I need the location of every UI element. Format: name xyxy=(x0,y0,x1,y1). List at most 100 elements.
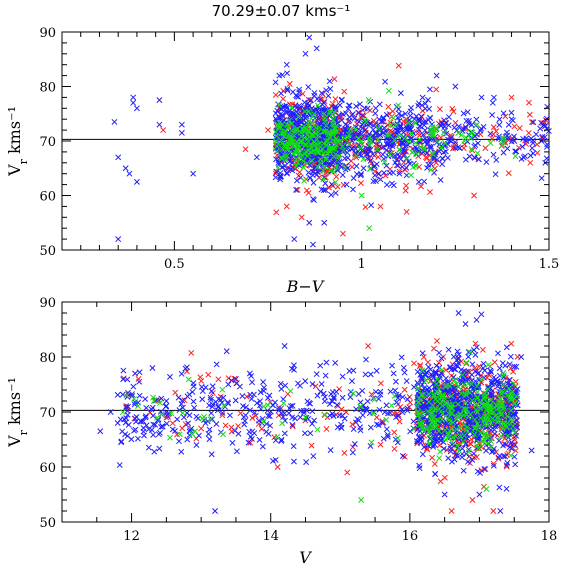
data-point xyxy=(283,102,290,109)
data-point xyxy=(384,433,391,440)
data-point xyxy=(306,121,313,128)
data-point xyxy=(312,130,319,137)
data-point xyxy=(142,413,149,420)
data-point xyxy=(393,399,400,406)
data-point xyxy=(455,130,462,136)
data-point xyxy=(295,159,301,166)
data-point xyxy=(312,124,319,131)
data-point xyxy=(384,132,391,139)
data-point xyxy=(143,404,150,411)
data-point xyxy=(430,133,436,139)
data-point xyxy=(376,116,383,123)
data-point xyxy=(453,416,460,423)
data-point xyxy=(410,164,417,171)
data-point xyxy=(346,141,353,148)
data-point xyxy=(487,444,494,451)
data-point xyxy=(252,412,259,419)
data-point xyxy=(369,151,376,158)
data-point xyxy=(508,116,515,123)
data-point xyxy=(213,421,220,427)
data-point xyxy=(400,364,407,371)
data-point xyxy=(396,153,403,159)
data-point xyxy=(401,386,408,393)
data-point xyxy=(429,454,436,461)
data-point xyxy=(511,133,517,140)
data-point xyxy=(432,470,439,477)
data-point xyxy=(418,102,425,109)
data-point xyxy=(527,159,534,166)
data-point xyxy=(459,372,466,378)
data-point xyxy=(426,86,433,93)
data-point xyxy=(309,420,316,427)
data-point xyxy=(290,110,297,117)
data-point xyxy=(469,129,476,136)
data-point xyxy=(468,146,475,152)
data-point xyxy=(368,391,375,398)
data-point xyxy=(141,432,148,439)
data-point xyxy=(298,407,305,414)
data-point xyxy=(445,455,452,462)
data-point xyxy=(393,122,400,129)
data-point xyxy=(290,362,297,369)
data-point xyxy=(397,404,404,410)
data-point xyxy=(281,343,288,349)
data-point xyxy=(355,135,362,142)
data-point xyxy=(136,369,143,376)
data-point xyxy=(393,157,400,164)
data-point xyxy=(289,164,296,171)
data-point xyxy=(341,164,348,171)
data-point xyxy=(465,380,472,387)
data-point xyxy=(257,402,264,409)
data-point xyxy=(150,394,157,401)
data-point xyxy=(325,92,332,99)
data-point xyxy=(465,353,472,360)
data-point xyxy=(419,94,426,101)
data-point xyxy=(267,422,274,429)
data-point xyxy=(436,148,443,155)
data-point xyxy=(343,181,350,188)
data-point xyxy=(490,124,497,131)
data-point xyxy=(300,164,307,171)
data-point xyxy=(476,491,483,498)
data-point xyxy=(492,171,499,178)
data-point xyxy=(323,359,330,366)
data-point xyxy=(471,154,478,161)
data-point xyxy=(512,153,519,160)
data-point xyxy=(313,171,320,178)
data-point xyxy=(259,443,266,450)
data-point xyxy=(495,405,502,411)
data-point xyxy=(404,155,411,162)
data-point xyxy=(472,340,479,347)
data-point xyxy=(445,434,452,441)
data-point xyxy=(291,236,298,243)
data-point xyxy=(309,120,316,127)
data-point xyxy=(235,430,242,437)
data-point xyxy=(451,377,458,384)
data-point xyxy=(487,438,494,445)
data-point xyxy=(498,433,504,440)
data-point xyxy=(172,389,179,396)
data-point xyxy=(507,452,514,459)
data-point xyxy=(399,453,406,459)
data-point xyxy=(371,163,377,170)
data-point xyxy=(397,90,404,97)
data-point xyxy=(391,429,398,436)
data-point xyxy=(465,349,472,356)
data-point xyxy=(178,448,185,455)
data-point xyxy=(496,116,503,123)
data-point xyxy=(385,103,392,110)
x-axis-title: V xyxy=(299,548,312,567)
data-point xyxy=(519,143,526,150)
data-point xyxy=(403,182,410,189)
data-point xyxy=(495,398,502,405)
data-point xyxy=(286,80,293,87)
data-point xyxy=(307,430,314,437)
data-point xyxy=(472,425,479,431)
data-point xyxy=(156,121,163,128)
data-point xyxy=(490,445,497,452)
data-point xyxy=(442,383,449,390)
data-point xyxy=(459,454,466,461)
data-point xyxy=(312,106,319,113)
data-point xyxy=(448,405,455,412)
data-point xyxy=(303,187,310,194)
